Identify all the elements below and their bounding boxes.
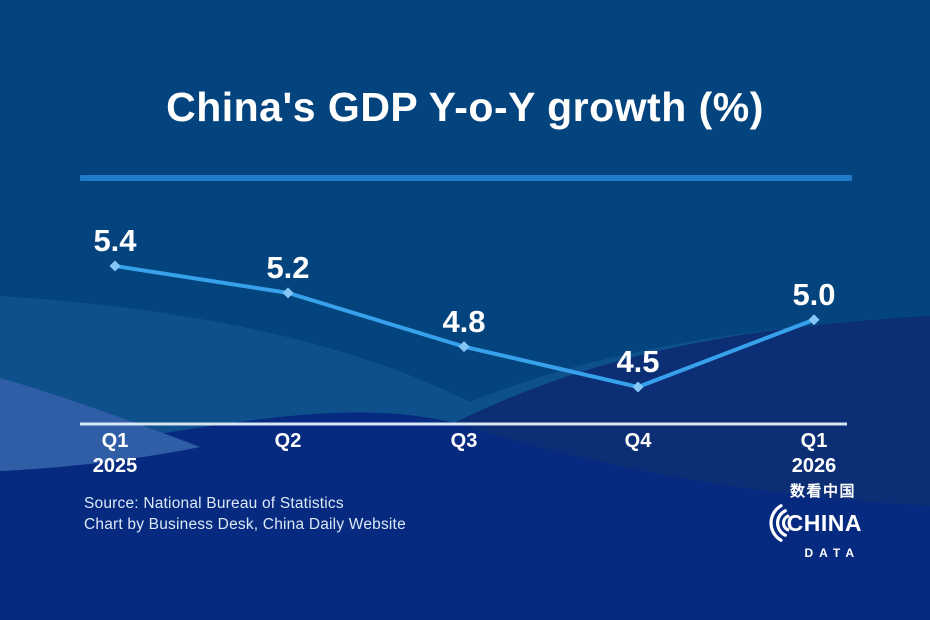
tick-sublabel: 2026 (791, 455, 837, 477)
china-data-logo: 数看中国 CHINA DATA (724, 483, 862, 560)
data-point-marker (632, 381, 644, 393)
logo-chinese-text: 数看中国 (789, 483, 856, 500)
data-point-marker (458, 341, 470, 353)
logo-arcs-icon (769, 504, 790, 542)
data-point-marker (282, 287, 294, 299)
tick-sublabel: 2025 (92, 455, 138, 477)
x-axis-tick-label: Q1 2025 (92, 430, 138, 477)
background-royal-wave (0, 412, 930, 620)
value-label: 5.0 (792, 276, 836, 312)
credit-line: Chart by Business Desk, China Daily Webs… (84, 516, 406, 533)
value-label: 4.8 (442, 303, 486, 339)
value-label: 4.5 (616, 343, 660, 379)
data-point-marker (808, 314, 820, 326)
x-axis-tick-label: Q3 (450, 430, 478, 452)
logo-name-data: DATA (804, 546, 860, 560)
value-label: 5.4 (93, 223, 137, 258)
title-divider (80, 175, 852, 181)
x-axis-tick-label: Q4 (624, 430, 652, 452)
x-axis-tick-label: Q1 2026 (791, 430, 837, 477)
x-axis-tick-label: Q2 (274, 430, 302, 452)
value-label: 5.2 (266, 249, 310, 285)
data-point-marker (109, 260, 121, 272)
chart-title: China's GDP Y-o-Y growth (%) (166, 84, 764, 130)
source-line: Source: National Bureau of Statistics (84, 495, 344, 512)
logo-name-china: CHINA (786, 510, 862, 536)
